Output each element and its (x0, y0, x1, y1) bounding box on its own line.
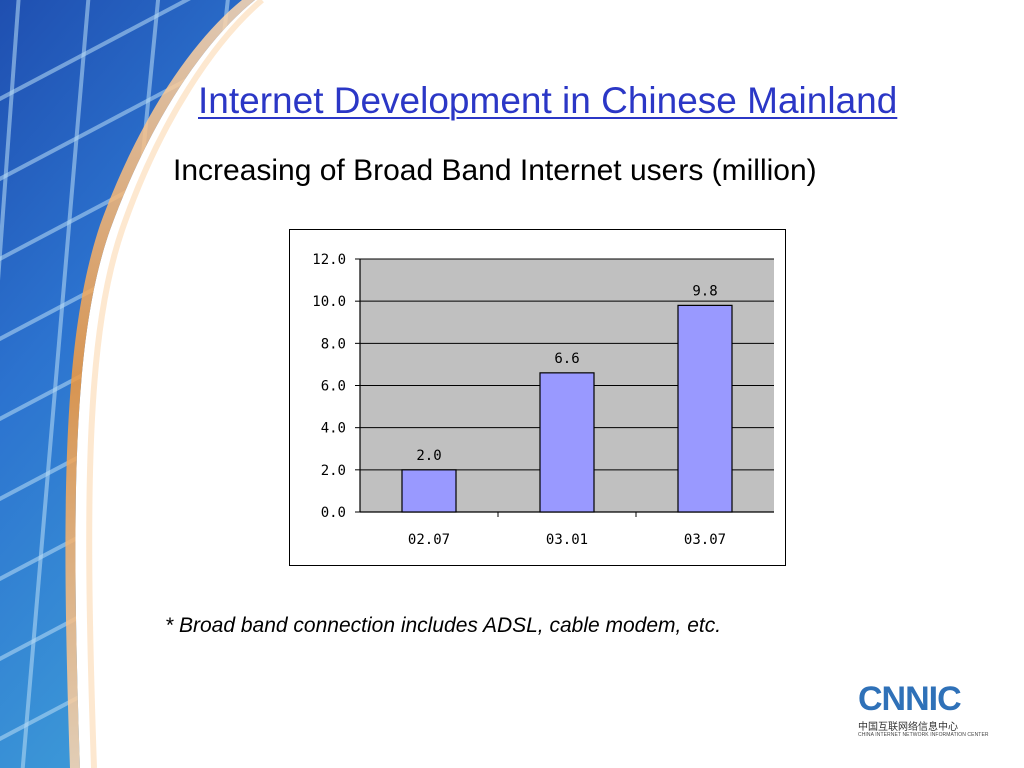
logo-english-name: CHINA INTERNET NETWORK INFORMATION CENTE… (858, 732, 989, 738)
chart-canvas: 0.0 2.0 4.0 6.0 8.0 10.0 12.0 2.0 02.07 6.6 03.01 9… (312, 252, 774, 548)
bar-chart: 0.0 2.0 4.0 6.0 8.0 10.0 12.0 2.0 02.07 6.6 03.01 9… (289, 229, 786, 566)
x-tick-label: 03.01 (546, 532, 588, 548)
bar-03.01 (539, 372, 595, 513)
y-tick-label: 0.0 (321, 505, 346, 521)
y-tick-label: 12.0 (312, 252, 346, 268)
bar-02.07 (401, 469, 457, 513)
data-label: 9.8 (692, 283, 717, 299)
y-tick-label: 4.0 (321, 421, 346, 437)
x-tick-label: 03.07 (684, 532, 726, 548)
x-tick-label: 02.07 (408, 532, 450, 548)
y-tick-label: 10.0 (312, 294, 346, 310)
logo-mark: CNNIC (858, 680, 962, 718)
bar-03.07 (677, 304, 733, 513)
data-label: 6.6 (554, 351, 579, 367)
cnnic-logo: CNNIC 中国互联网络信息中心 CHINA INTERNET NETWORK … (854, 680, 1002, 742)
logo-chinese-name: 中国互联网络信息中心 (858, 722, 958, 733)
data-label: 2.0 (416, 448, 441, 464)
slide-title: Internet Development in Chinese Mainland (198, 80, 898, 121)
slide-subtitle: Increasing of Broad Band Internet users … (173, 154, 817, 187)
y-tick-label: 8.0 (321, 336, 346, 352)
y-tick-label: 2.0 (321, 463, 346, 479)
y-tick-label: 6.0 (321, 379, 346, 395)
footnote: * Broad band connection includes ADSL, c… (165, 614, 722, 637)
